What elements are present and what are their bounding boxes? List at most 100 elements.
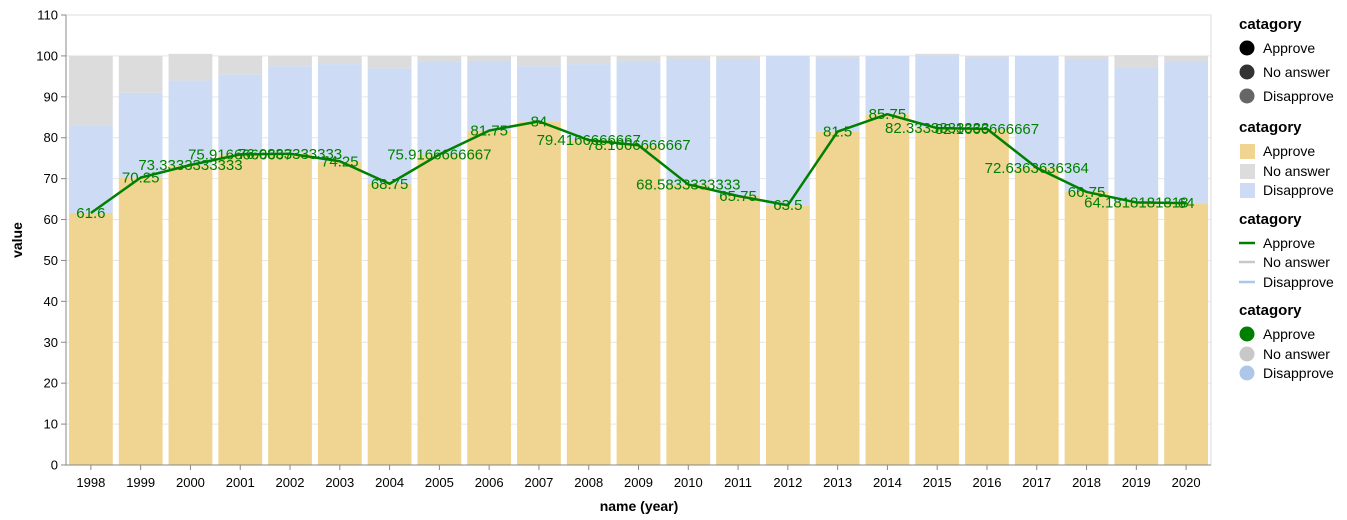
x-tick-label: 2015 [923, 475, 952, 490]
y-tick-label: 10 [44, 417, 58, 432]
legend-label: Approve [1263, 40, 1315, 56]
legend-label: No answer [1263, 163, 1330, 179]
legend-label: Approve [1263, 326, 1315, 342]
bar-approve [367, 183, 412, 465]
bar-disapprove [367, 68, 412, 184]
bar-disapprove [716, 60, 760, 197]
bar-disapprove [118, 92, 163, 178]
data-label: 73.3333333333 [138, 157, 242, 174]
legend-label: Disapprove [1263, 88, 1334, 104]
y-tick-label: 50 [44, 253, 58, 268]
bar-approve [566, 140, 611, 465]
bar-approve [1014, 167, 1059, 465]
legend-label: Disapprove [1263, 274, 1334, 290]
bar-no-answer [467, 55, 512, 62]
data-label: 82.3333333333 [885, 120, 989, 137]
y-axis: 0 10 20 30 40 50 60 70 80 90 100 110 [36, 8, 67, 473]
legend-symbol-approve [1239, 40, 1255, 56]
bar-approve [1064, 191, 1109, 465]
data-label: 85.75 [869, 106, 907, 123]
bar-approve [168, 165, 213, 465]
y-tick-label: 110 [37, 8, 58, 23]
legend-label: Approve [1263, 143, 1315, 159]
approve-line [90, 112, 1187, 215]
data-label: 63.5 [773, 197, 802, 214]
bar-disapprove [1064, 60, 1109, 192]
data-label: 81.5 [823, 124, 852, 141]
bar-disapprove [467, 61, 512, 131]
bar-disapprove [218, 74, 263, 155]
x-tick-label: 2016 [973, 475, 1002, 490]
bar-approve [1164, 203, 1208, 465]
bar-no-answer [1114, 55, 1159, 68]
data-label: 66.75 [1068, 184, 1106, 201]
x-tick-label: 2009 [624, 475, 653, 490]
bar-no-answer [815, 55, 860, 58]
y-tick-label: 40 [44, 294, 58, 309]
bar-approve [616, 145, 661, 465]
bar-approve [118, 177, 163, 465]
bar-disapprove [815, 57, 860, 132]
data-label: 72.6363636364 [985, 160, 1089, 177]
bar-disapprove [268, 66, 312, 154]
bar-disapprove [965, 57, 1009, 129]
data-label: 65.75 [719, 188, 757, 205]
x-tick-label: 2006 [475, 475, 504, 490]
bar-no-answer [218, 55, 263, 75]
x-tick-label: 2011 [724, 475, 752, 490]
legend-label: No answer [1263, 254, 1330, 270]
y-tick-label: 30 [44, 335, 58, 350]
y-tick-label: 80 [44, 130, 58, 145]
legend-title: catagory [1239, 211, 1302, 228]
bar-disapprove [317, 64, 362, 162]
data-labels: 61.670.2573.333333333375.916666666776.08… [76, 106, 1194, 222]
data-label: 61.6 [76, 205, 105, 222]
legend: catagory Approve No answer Disapprove catago… [1239, 16, 1334, 381]
bar-disapprove [1014, 55, 1059, 168]
x-tick-label: 2000 [176, 475, 205, 490]
bar-no-answer [118, 55, 163, 93]
bar-no-answer [517, 55, 561, 67]
data-label: 70.25 [122, 170, 160, 187]
legend-symbol-approve [1239, 326, 1255, 342]
bar-disapprove [517, 66, 561, 122]
bar-disapprove [566, 64, 611, 141]
data-label: 79.4166666667 [537, 132, 641, 149]
data-label: 68.5833333333 [636, 176, 740, 193]
y-tick-label: 70 [44, 171, 58, 186]
bar-disapprove [666, 59, 711, 185]
bar-approve [765, 205, 810, 465]
legend-title: catagory [1239, 302, 1302, 319]
x-tick-label: 2002 [276, 475, 305, 490]
x-tick-label: 2005 [425, 475, 454, 490]
legend-symbol-no-answer [1239, 346, 1255, 362]
bar-no-answer [367, 55, 412, 69]
bar-no-answer [965, 55, 1009, 58]
legend-label: No answer [1263, 64, 1330, 80]
y-tick-label: 60 [44, 212, 58, 227]
x-axis: 1998 1999 2000 2001 2002 2003 2004 2005 2006 2007… [66, 464, 1211, 490]
bar-no-answer [666, 55, 711, 60]
x-tick-label: 2020 [1172, 475, 1201, 490]
x-tick-label: 2017 [1022, 475, 1051, 490]
legend-label: Disapprove [1263, 365, 1334, 381]
bar-no-answer [268, 55, 312, 67]
legend-symbol-disapprove [1240, 183, 1255, 198]
y-tick-label: 20 [44, 376, 58, 391]
legend-label: Disapprove [1263, 182, 1334, 198]
bar-no-answer [915, 53, 960, 56]
y-axis-title: value [9, 222, 25, 258]
legend-title: catagory [1239, 16, 1302, 33]
bar-disapprove [1164, 62, 1208, 204]
legend-symbol-no-answer [1240, 164, 1255, 179]
bar-no-answer [1064, 55, 1109, 60]
data-label: 74.25 [321, 153, 359, 170]
bar-approve [517, 121, 561, 465]
legend-label: No answer [1263, 346, 1330, 362]
legend-symbol-disapprove [1239, 365, 1255, 381]
bar-no-answer [566, 55, 611, 65]
bar-no-answer [1164, 55, 1208, 63]
legend-title: catagory [1239, 119, 1302, 136]
data-label: 64 [1178, 195, 1195, 212]
data-label: 78.1666666667 [586, 137, 690, 154]
